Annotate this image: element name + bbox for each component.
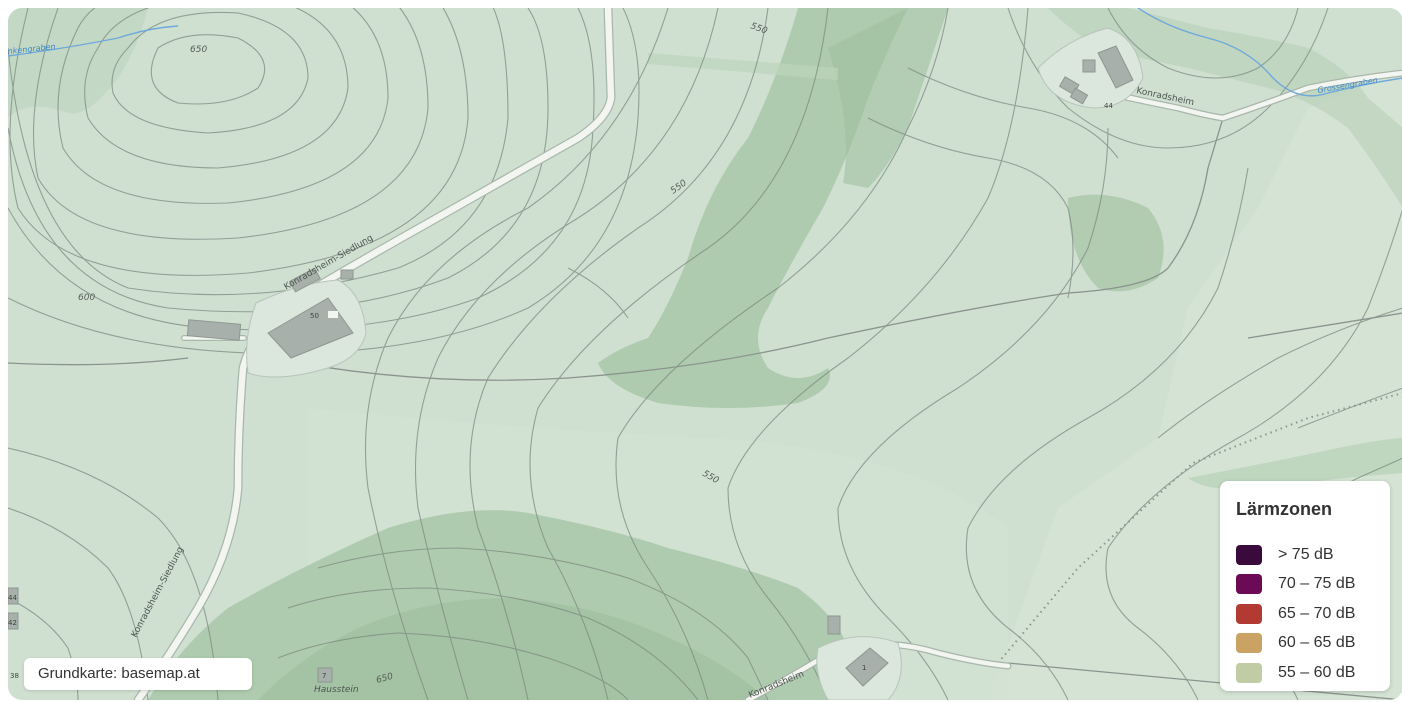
house-number: 1 <box>862 664 866 672</box>
contour-label: 650 <box>190 45 207 55</box>
building-courtyard <box>328 311 338 318</box>
house-number: 38 <box>10 672 19 680</box>
legend-swatch <box>1236 603 1262 624</box>
legend-label: 60 – 65 dB <box>1278 634 1356 652</box>
contour-label: 650 <box>375 672 394 686</box>
legend-label: 55 – 60 dB <box>1278 663 1356 681</box>
legend-label: 70 – 75 dB <box>1278 575 1356 593</box>
legend-item: > 75 dB <box>1236 540 1374 570</box>
power-line <box>997 392 1402 664</box>
legend-swatch <box>1236 662 1262 683</box>
house-number: 44 <box>8 594 17 602</box>
map-frame[interactable]: 650 550 550 600 550 650 Konradsheim-Sied… <box>8 8 1402 700</box>
place-label: Hausstein <box>314 685 359 695</box>
legend-label: 65 – 70 dB <box>1278 604 1356 622</box>
legend-title: Lärmzonen <box>1236 499 1333 519</box>
basemap[interactable]: 650 550 550 600 550 650 Konradsheim-Sied… <box>8 8 1402 700</box>
legend-swatch <box>1236 633 1262 654</box>
legend-item: 65 – 70 dB <box>1236 599 1374 629</box>
house-number: 7 <box>322 672 326 680</box>
house-number: 50 <box>310 312 319 320</box>
contour-label: 600 <box>78 293 95 303</box>
streams <box>8 8 1402 97</box>
basemap-attribution: Grundkarte: basemap.at <box>24 658 252 690</box>
noise-zone-legend: Lärmzonen > 75 dB 70 – 75 dB 65 – 70 dB 60 … <box>1220 481 1390 691</box>
legend-swatch <box>1236 544 1262 565</box>
legend-label: > 75 dB <box>1278 545 1334 563</box>
legend-item: 70 – 75 dB <box>1236 570 1374 600</box>
legend-swatch <box>1236 574 1262 595</box>
legend-items: > 75 dB 70 – 75 dB 65 – 70 dB 60 – 65 dB 55 … <box>1236 540 1374 688</box>
forest-areas <box>8 8 1402 700</box>
house-number: 44 <box>1104 102 1113 110</box>
legend-item: 55 – 60 dB <box>1236 658 1374 688</box>
house-number: 42 <box>8 619 17 627</box>
paths <box>8 117 1402 700</box>
legend-item: 60 – 65 dB <box>1236 629 1374 659</box>
